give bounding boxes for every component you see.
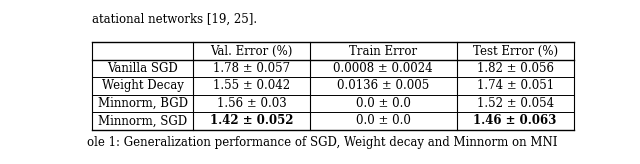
Text: 1.56 ± 0.03: 1.56 ± 0.03 xyxy=(216,97,286,110)
Text: 1.52 ± 0.054: 1.52 ± 0.054 xyxy=(477,97,554,110)
Text: Minnorm, BGD: Minnorm, BGD xyxy=(98,97,188,110)
Text: 1.78 ± 0.057: 1.78 ± 0.057 xyxy=(213,62,290,75)
Text: Train Error: Train Error xyxy=(349,45,417,58)
Text: Weight Decay: Weight Decay xyxy=(102,80,184,92)
Text: Val. Error (%): Val. Error (%) xyxy=(210,45,292,58)
Text: 1.55 ± 0.042: 1.55 ± 0.042 xyxy=(213,80,290,92)
Text: atational networks [19, 25].: atational networks [19, 25]. xyxy=(92,13,257,26)
Text: ole 1: Generalization performance of SGD, Weight decay and Minnorm on MNI: ole 1: Generalization performance of SGD… xyxy=(88,136,558,149)
Text: Vanilla SGD: Vanilla SGD xyxy=(108,62,178,75)
Text: 1.46 ± 0.063: 1.46 ± 0.063 xyxy=(474,114,557,127)
Text: Minnorm, SGD: Minnorm, SGD xyxy=(98,114,188,127)
Text: 1.82 ± 0.056: 1.82 ± 0.056 xyxy=(477,62,554,75)
Text: 0.0136 ± 0.005: 0.0136 ± 0.005 xyxy=(337,80,429,92)
Text: 1.74 ± 0.051: 1.74 ± 0.051 xyxy=(477,80,554,92)
Text: 0.0 ± 0.0: 0.0 ± 0.0 xyxy=(356,97,411,110)
Text: 0.0008 ± 0.0024: 0.0008 ± 0.0024 xyxy=(333,62,433,75)
Text: 1.42 ± 0.052: 1.42 ± 0.052 xyxy=(210,114,293,127)
Text: Test Error (%): Test Error (%) xyxy=(472,45,557,58)
Text: 0.0 ± 0.0: 0.0 ± 0.0 xyxy=(356,114,411,127)
